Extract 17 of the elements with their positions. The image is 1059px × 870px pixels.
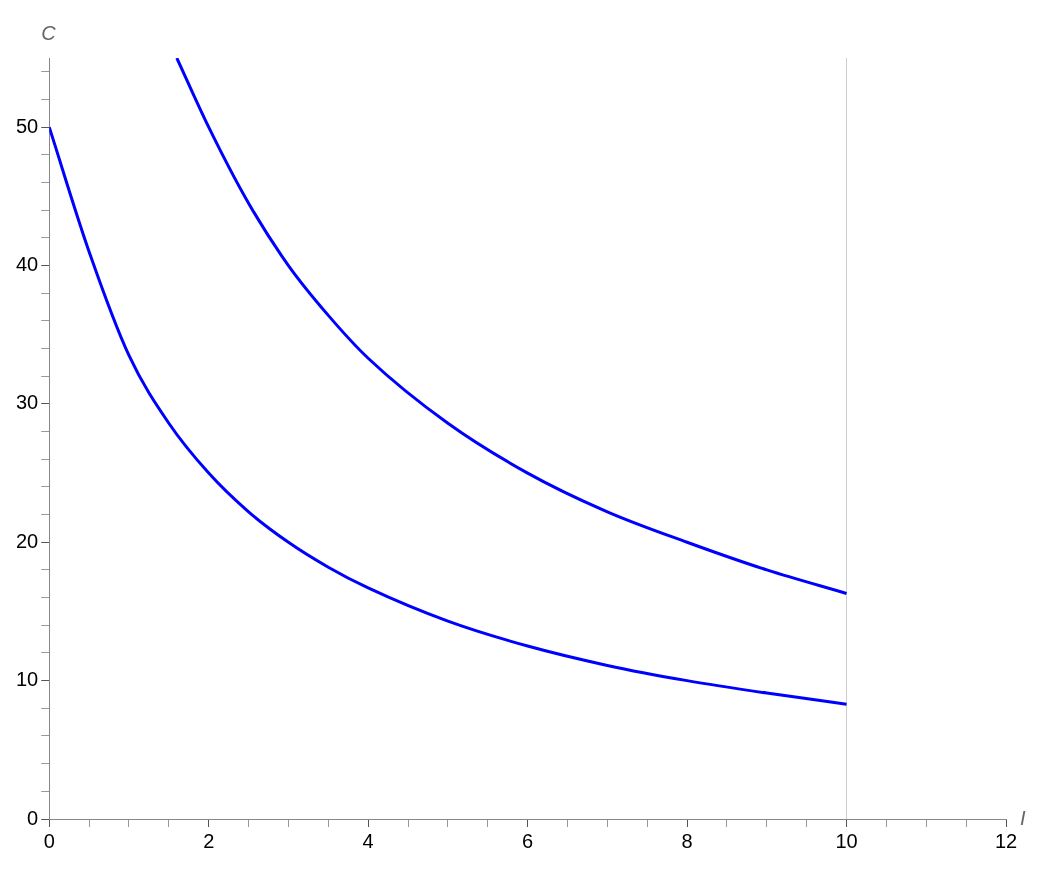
x-tick-label: 4 <box>362 829 374 852</box>
y-tick-label: 30 <box>16 391 39 414</box>
line-series <box>175 58 849 595</box>
line-series <box>49 125 849 706</box>
y-tick-label: 40 <box>16 253 39 276</box>
x-axis-title: I <box>1020 806 1026 829</box>
x-tick-label: 0 <box>43 829 55 852</box>
x-tick-label: 10 <box>835 829 858 852</box>
x-tick-label: 6 <box>522 829 534 852</box>
y-tick-label: 20 <box>16 529 39 552</box>
y-axis-title: C <box>41 21 57 44</box>
x-tick-label: 8 <box>681 829 693 852</box>
y-tick-label: 0 <box>27 806 39 829</box>
x-tick-label: 2 <box>203 829 215 852</box>
y-tick-label: 50 <box>16 114 39 137</box>
y-tick-label: 10 <box>16 668 39 691</box>
x-tick-label: 12 <box>994 829 1018 852</box>
